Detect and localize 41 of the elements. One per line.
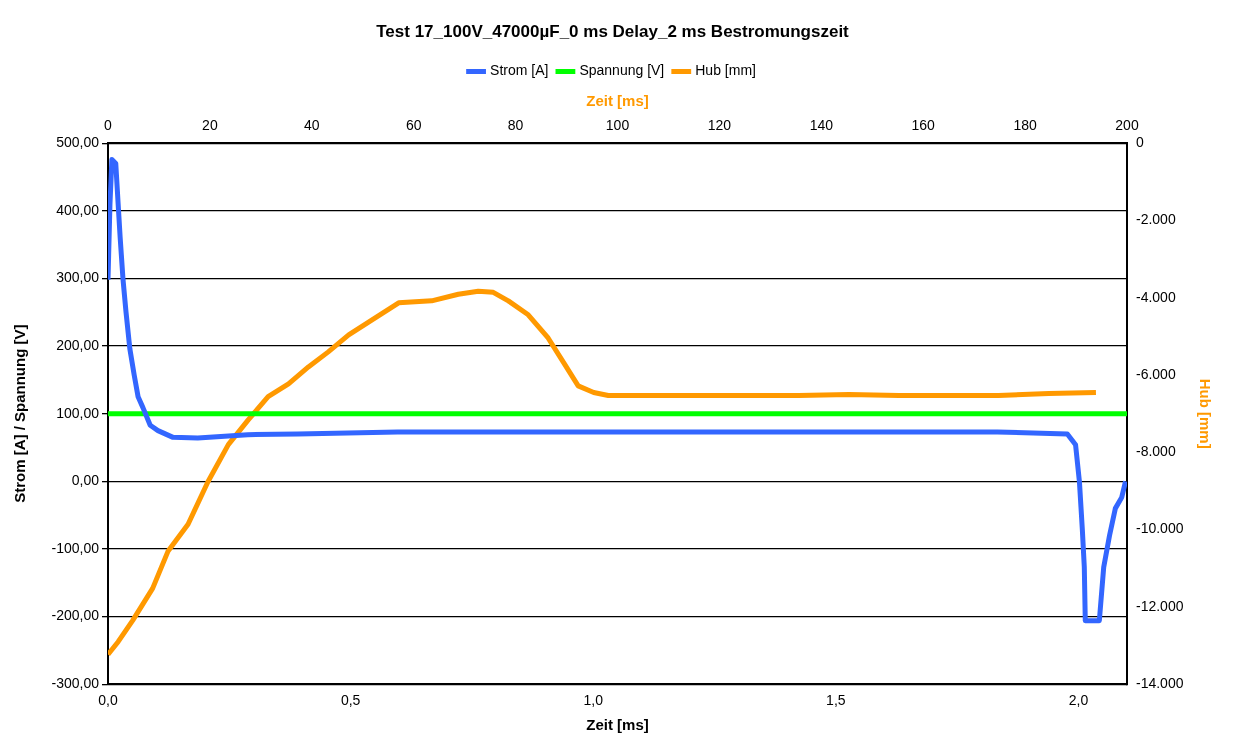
y2-tick-label: 0 — [1136, 134, 1144, 151]
y-tick-label: 0,00 — [71, 472, 100, 489]
y-tick-label: 300,00 — [56, 269, 100, 286]
x2-tick-label: 80 — [507, 116, 524, 133]
y-tick-label: -200,00 — [51, 607, 100, 624]
y-tick-label: 100,00 — [56, 404, 100, 421]
y-tick-label: 400,00 — [56, 201, 100, 218]
y2-tick-label: -8.000 — [1136, 443, 1176, 460]
x-tick-label: 1,5 — [826, 692, 846, 709]
y2-tick-label: -4.000 — [1136, 288, 1176, 305]
y2-axis-title: Hub [mm] — [1196, 378, 1214, 449]
y-axis-title: Strom [A] / Spannung [V] — [11, 324, 29, 503]
x-tick-label: 2,0 — [1068, 692, 1089, 709]
x2-axis-title: Zeit [ms] — [586, 91, 649, 109]
x2-tick-label: 0 — [104, 116, 113, 133]
x2-tick-label: 20 — [202, 116, 218, 133]
y-tick-label: 200,00 — [56, 336, 100, 353]
legend-label: Hub [mm] — [695, 62, 756, 79]
x2-tick-label: 200 — [1115, 116, 1139, 133]
y2-tick-label: -12.000 — [1136, 597, 1184, 614]
x-tick-label: 1,0 — [583, 692, 604, 709]
x2-tick-label: 160 — [911, 116, 936, 133]
y2-tick-label: -6.000 — [1136, 365, 1176, 382]
legend-label: Strom [A] — [490, 62, 549, 79]
x-tick-label: 0,0 — [98, 692, 118, 709]
y-tick-label: -100,00 — [51, 539, 100, 556]
legend-label: Spannung [V] — [579, 62, 665, 79]
y-tick-label: 500,00 — [56, 134, 100, 151]
x2-tick-label: 100 — [605, 116, 630, 133]
chart-title: Test 17_100V_47000µF_0 ms Delay_2 ms Bestromungszeit — [376, 21, 850, 41]
y-tick-label: -300,00 — [51, 675, 100, 692]
x2-tick-label: 140 — [809, 116, 834, 133]
y2-tick-label: -14.000 — [1136, 675, 1184, 692]
y2-tick-label: -10.000 — [1136, 520, 1184, 537]
x2-tick-label: 60 — [405, 116, 422, 133]
y2-tick-label: -2.000 — [1136, 211, 1176, 228]
x-axis-title: Zeit [ms] — [586, 716, 649, 734]
x2-tick-label: 40 — [304, 116, 320, 133]
x2-tick-label: 180 — [1013, 116, 1037, 133]
x-tick-label: 0,5 — [340, 692, 361, 709]
x2-tick-label: 120 — [707, 116, 732, 133]
